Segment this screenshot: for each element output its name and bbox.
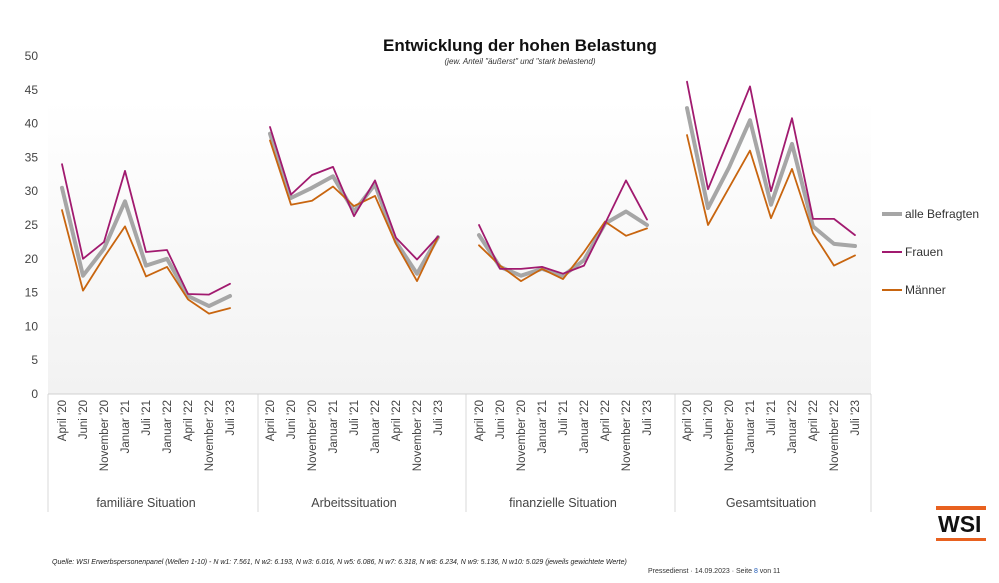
x-axis: April '20 Juni '20 November '20 Januar '21 J…	[57, 400, 862, 510]
x-tick-label: Januar '22	[370, 400, 382, 453]
x-tick-label: November '22	[412, 400, 424, 471]
x-tick-label: Januar '22	[579, 400, 591, 453]
logo-text: WSI	[938, 511, 982, 537]
x-tick-label: Januar '21	[537, 400, 549, 453]
x-tick-label: Juli '21	[558, 400, 570, 435]
y-tick-label: 40	[25, 117, 39, 131]
footer-page-number[interactable]: 8	[753, 568, 758, 575]
footer-page-of: von 11	[759, 568, 781, 575]
chart-subtitle: (jew. Anteil "äußerst" und "stark belast…	[444, 57, 596, 66]
legend-label: Frauen	[905, 245, 943, 259]
series-line-frauen	[686, 80, 856, 237]
logo-top-bar	[936, 506, 986, 510]
x-tick-label: November '20	[307, 400, 319, 471]
x-tick-label: November '22	[621, 400, 633, 471]
group-label: familiäre Situation	[96, 496, 195, 510]
x-tick-label: April '20	[682, 400, 694, 441]
y-tick-label: 45	[25, 83, 39, 97]
source-note: Quelle: WSI Erwerbspersonenpanel (Wellen…	[52, 559, 627, 566]
series-line-alle-befragten	[685, 106, 857, 248]
series-line-maenner	[269, 139, 439, 283]
x-tick-label: Januar '21	[328, 400, 340, 453]
legend: alle Befragten Frauen Männer	[882, 207, 979, 297]
series-line-maenner	[686, 134, 856, 267]
x-tick-label: April '20	[474, 400, 486, 441]
group-3	[477, 179, 649, 283]
y-tick-label: 30	[25, 184, 39, 198]
y-tick-label: 20	[25, 252, 39, 266]
series-line-alle-befragten	[60, 185, 232, 309]
y-tick-label: 25	[25, 218, 39, 232]
x-tick-label: Juni '20	[703, 400, 715, 439]
y-tick-label: 10	[25, 319, 39, 333]
footer-label: Pressedienst	[648, 568, 689, 575]
footer-date: 14.09.2023	[694, 568, 730, 575]
x-tick-label: April '22	[808, 400, 820, 441]
group-label: finanzielle Situation	[509, 496, 617, 510]
x-tick-label: Januar '21	[745, 400, 757, 453]
legend-label: Männer	[905, 283, 946, 297]
series-line-frauen	[478, 179, 648, 275]
x-tick-label: November '20	[724, 400, 736, 471]
series-line-maenner	[61, 209, 231, 315]
x-tick-label: Juli '23	[225, 400, 237, 435]
logo-underline	[936, 538, 986, 541]
x-tick-label: Januar '22	[787, 400, 799, 453]
x-tick-label: Juni '20	[495, 400, 507, 439]
x-tick-label: Juli '21	[141, 400, 153, 435]
x-tick-label: April '22	[600, 400, 612, 441]
footer-sep: ·	[731, 568, 735, 575]
group-label: Gesamtsituation	[726, 496, 816, 510]
group-label: Arbeitssituation	[311, 496, 397, 510]
x-tick-label: November '22	[829, 400, 841, 471]
group-4	[685, 80, 857, 267]
x-tick-label: Juli '23	[642, 400, 654, 435]
x-tick-label: Juni '20	[78, 400, 90, 439]
series-line-alle-befragten	[268, 131, 440, 276]
x-tick-label: Juli '21	[766, 400, 778, 435]
x-tick-label: Juli '21	[349, 400, 361, 435]
group-2	[268, 126, 440, 283]
x-tick-label: Januar '21	[120, 400, 132, 453]
y-tick-label: 0	[31, 387, 38, 401]
footer-page-label: Seite	[736, 568, 752, 575]
x-tick-label: Januar '22	[162, 400, 174, 453]
series-line-frauen	[269, 126, 439, 261]
group-separators	[47, 394, 872, 512]
series-layer	[60, 80, 857, 315]
x-tick-label: April '22	[391, 400, 403, 441]
footer-sep: ·	[690, 568, 693, 575]
x-tick-label: Juni '20	[286, 400, 298, 439]
y-tick-label: 50	[25, 49, 39, 63]
x-tick-label: November '22	[204, 400, 216, 471]
x-tick-label: November '20	[516, 400, 528, 471]
legend-label: alle Befragten	[905, 207, 979, 221]
x-tick-label: April '20	[265, 400, 277, 441]
footer: Pressedienst · 14.09.2023 · Seite 8 von …	[648, 568, 780, 575]
group-1	[60, 163, 232, 315]
y-axis: 0 5 10 15 20 25 30 35 40 45 50	[25, 49, 871, 401]
plot-area	[48, 100, 871, 394]
y-tick-label: 35	[25, 150, 39, 164]
x-tick-label: April '22	[183, 400, 195, 441]
x-tick-label: November '20	[99, 400, 111, 471]
x-tick-label: Juli '23	[850, 400, 862, 435]
chart-title: Entwicklung der hohen Belastung	[383, 36, 657, 55]
x-tick-label: Juli '23	[433, 400, 445, 435]
y-tick-label: 15	[25, 286, 39, 300]
wsi-logo: WSI	[936, 506, 986, 542]
y-tick-label: 5	[31, 353, 38, 367]
series-line-maenner	[478, 220, 648, 283]
x-tick-label: April '20	[57, 400, 69, 441]
series-line-frauen	[61, 163, 231, 296]
